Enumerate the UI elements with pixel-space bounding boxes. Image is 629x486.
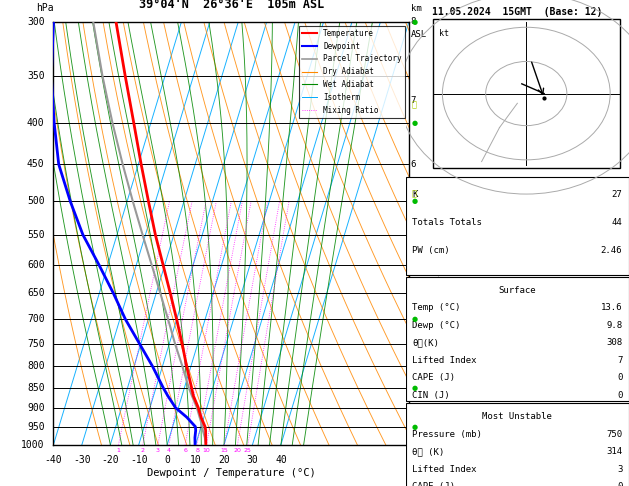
Text: hPa: hPa (36, 3, 53, 14)
Text: 7: 7 (617, 356, 622, 365)
Text: Totals Totals: Totals Totals (413, 218, 482, 227)
Text: 3: 3 (411, 315, 416, 324)
Text: -40: -40 (45, 455, 62, 465)
Text: 950: 950 (27, 422, 45, 432)
Text: ●: ● (412, 198, 418, 204)
Text: CAPE (J): CAPE (J) (413, 373, 455, 382)
Text: 500: 500 (27, 196, 45, 206)
Text: Surface: Surface (499, 286, 536, 295)
Text: 8: 8 (195, 448, 199, 453)
Text: kt: kt (439, 29, 449, 38)
Text: 0: 0 (617, 482, 622, 486)
Text: ⌒: ⌒ (412, 101, 417, 109)
Text: 650: 650 (27, 288, 45, 298)
Text: 4: 4 (411, 261, 416, 270)
Text: 6: 6 (183, 448, 187, 453)
Text: 10: 10 (190, 455, 201, 465)
Text: 9.8: 9.8 (606, 321, 622, 330)
Text: 700: 700 (27, 314, 45, 325)
Text: Dewpoint / Temperature (°C): Dewpoint / Temperature (°C) (147, 468, 316, 478)
Bar (406, 177, 629, 275)
Text: 44: 44 (611, 218, 622, 227)
Text: -20: -20 (101, 455, 119, 465)
Text: CIN (J): CIN (J) (413, 391, 450, 400)
Text: ASL: ASL (411, 30, 426, 39)
Text: 1: 1 (411, 403, 416, 412)
Text: 750: 750 (606, 430, 622, 439)
Bar (433, 19, 620, 168)
Text: 550: 550 (27, 230, 45, 240)
Text: Mixing Ratio (g/kg): Mixing Ratio (g/kg) (433, 186, 442, 281)
Text: Temp (°C): Temp (°C) (413, 303, 461, 312)
Text: 7: 7 (411, 96, 416, 105)
Text: LCL: LCL (411, 423, 426, 432)
Text: 0: 0 (617, 391, 622, 400)
Text: 800: 800 (27, 361, 45, 371)
Text: Lifted Index: Lifted Index (413, 356, 477, 365)
Text: 2.46: 2.46 (601, 246, 622, 255)
Text: θᴄ (K): θᴄ (K) (413, 447, 445, 456)
Text: 20: 20 (218, 455, 230, 465)
Text: 0: 0 (164, 455, 170, 465)
Text: 3: 3 (156, 448, 160, 453)
Text: 0: 0 (617, 373, 622, 382)
Text: 10: 10 (203, 448, 211, 453)
Text: 300: 300 (27, 17, 45, 27)
Text: 2: 2 (411, 362, 416, 371)
Text: ●: ● (412, 316, 418, 322)
Text: Most Unstable: Most Unstable (482, 412, 552, 421)
Text: 3: 3 (617, 465, 622, 474)
Text: CAPE (J): CAPE (J) (413, 482, 455, 486)
Text: 850: 850 (27, 382, 45, 393)
Text: 39°04'N  26°36'E  105m ASL: 39°04'N 26°36'E 105m ASL (138, 0, 324, 11)
Text: ●: ● (412, 384, 418, 391)
Text: ⌒: ⌒ (412, 190, 417, 199)
Text: Pressure (mb): Pressure (mb) (413, 430, 482, 439)
Bar (406, 403, 629, 486)
Text: θᴄ(K): θᴄ(K) (413, 338, 439, 347)
Text: 8: 8 (411, 17, 416, 26)
Text: 13.6: 13.6 (601, 303, 622, 312)
Text: 15: 15 (221, 448, 228, 453)
Text: 40: 40 (275, 455, 287, 465)
Text: Dewp (°C): Dewp (°C) (413, 321, 461, 330)
Text: Lifted Index: Lifted Index (413, 465, 477, 474)
Text: 2: 2 (141, 448, 145, 453)
Text: 4: 4 (167, 448, 171, 453)
Text: ●: ● (412, 120, 418, 126)
Text: 314: 314 (606, 447, 622, 456)
Text: 1: 1 (116, 448, 120, 453)
Text: 308: 308 (606, 338, 622, 347)
Text: 450: 450 (27, 159, 45, 169)
Text: ●: ● (412, 19, 418, 25)
Text: 11.05.2024  15GMT  (Base: 12): 11.05.2024 15GMT (Base: 12) (432, 7, 603, 17)
Text: 600: 600 (27, 260, 45, 270)
Text: 5: 5 (411, 227, 416, 236)
Legend: Temperature, Dewpoint, Parcel Trajectory, Dry Adiabat, Wet Adiabat, Isotherm, Mi: Temperature, Dewpoint, Parcel Trajectory… (299, 26, 405, 118)
Text: -10: -10 (130, 455, 148, 465)
Text: km: km (411, 4, 421, 14)
Text: 900: 900 (27, 403, 45, 413)
Text: -30: -30 (73, 455, 91, 465)
Text: 27: 27 (611, 190, 622, 199)
Text: ●: ● (412, 424, 418, 430)
Text: 400: 400 (27, 118, 45, 128)
Bar (406, 277, 629, 401)
Text: 750: 750 (27, 339, 45, 348)
Text: K: K (413, 190, 418, 199)
Text: 1000: 1000 (21, 440, 45, 450)
Text: 30: 30 (247, 455, 259, 465)
Text: 350: 350 (27, 71, 45, 81)
Text: PW (cm): PW (cm) (413, 246, 450, 255)
Text: 25: 25 (244, 448, 252, 453)
Text: 6: 6 (411, 160, 416, 169)
Text: 20: 20 (233, 448, 242, 453)
